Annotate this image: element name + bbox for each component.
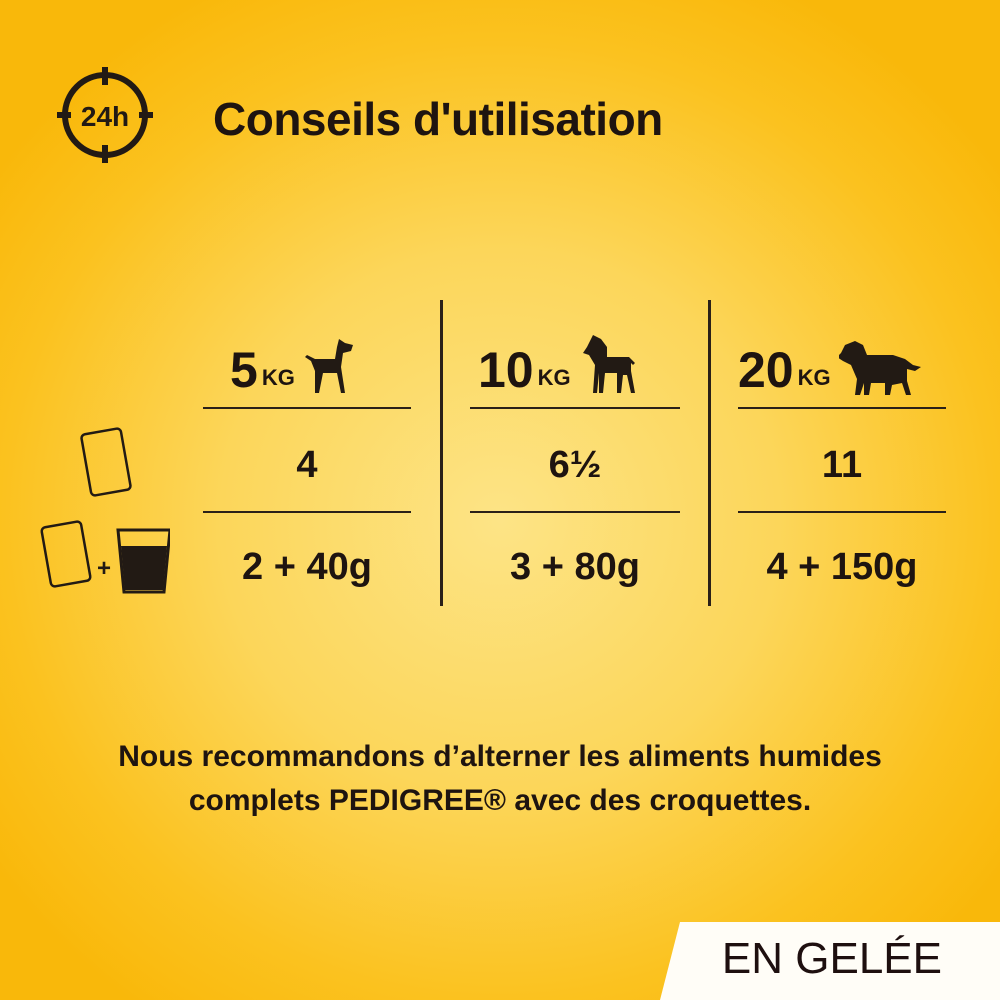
small-dog-icon [304,339,353,393]
unit: KG [261,365,295,390]
cell: 4 + 150g [766,546,918,588]
cell: 3 + 80g [510,546,640,588]
unit: KG [537,365,571,390]
column-header-5kg: 5 KG [230,335,355,395]
terrier-dog-icon [582,335,635,393]
recommendation-line: Nous recommandons d’alterner les aliment… [118,740,882,773]
page-title: Conseils d'utilisation [213,93,663,145]
weight: 20 [738,342,794,398]
column-header-20kg: 20 KG [738,335,921,395]
row-divider [470,511,680,513]
variant-badge [660,922,1000,1000]
cell: 2 + 40g [242,546,372,588]
cell: 11 [821,444,863,486]
column-divider [708,300,711,606]
large-dog-icon [838,341,921,395]
row-divider [203,511,411,513]
row-divider [470,407,680,409]
cell: 6½ [548,444,602,486]
variant-badge-text: EN GELÉE [721,934,942,983]
pouch-icon [80,427,132,497]
row-divider [738,511,946,513]
pouch-plus-kibble-icon: + [40,520,170,594]
row-divider [738,407,946,409]
unit: KG [797,365,831,390]
cell: 4 [296,444,318,486]
row-divider [203,407,411,409]
column-header-10kg: 10 KG [478,335,639,395]
weight: 10 [478,342,534,398]
recommendation-line: complets PEDIGREE® avec des croquettes. [188,784,812,817]
plus-sign: + [97,555,111,582]
weight: 5 [230,342,258,398]
recommendation-text: Nous recommandons d’alterner les aliment… [0,735,1000,823]
24h-text: 24h [81,101,129,132]
24h-clock-icon: 24h [57,67,153,163]
column-divider [440,300,443,606]
